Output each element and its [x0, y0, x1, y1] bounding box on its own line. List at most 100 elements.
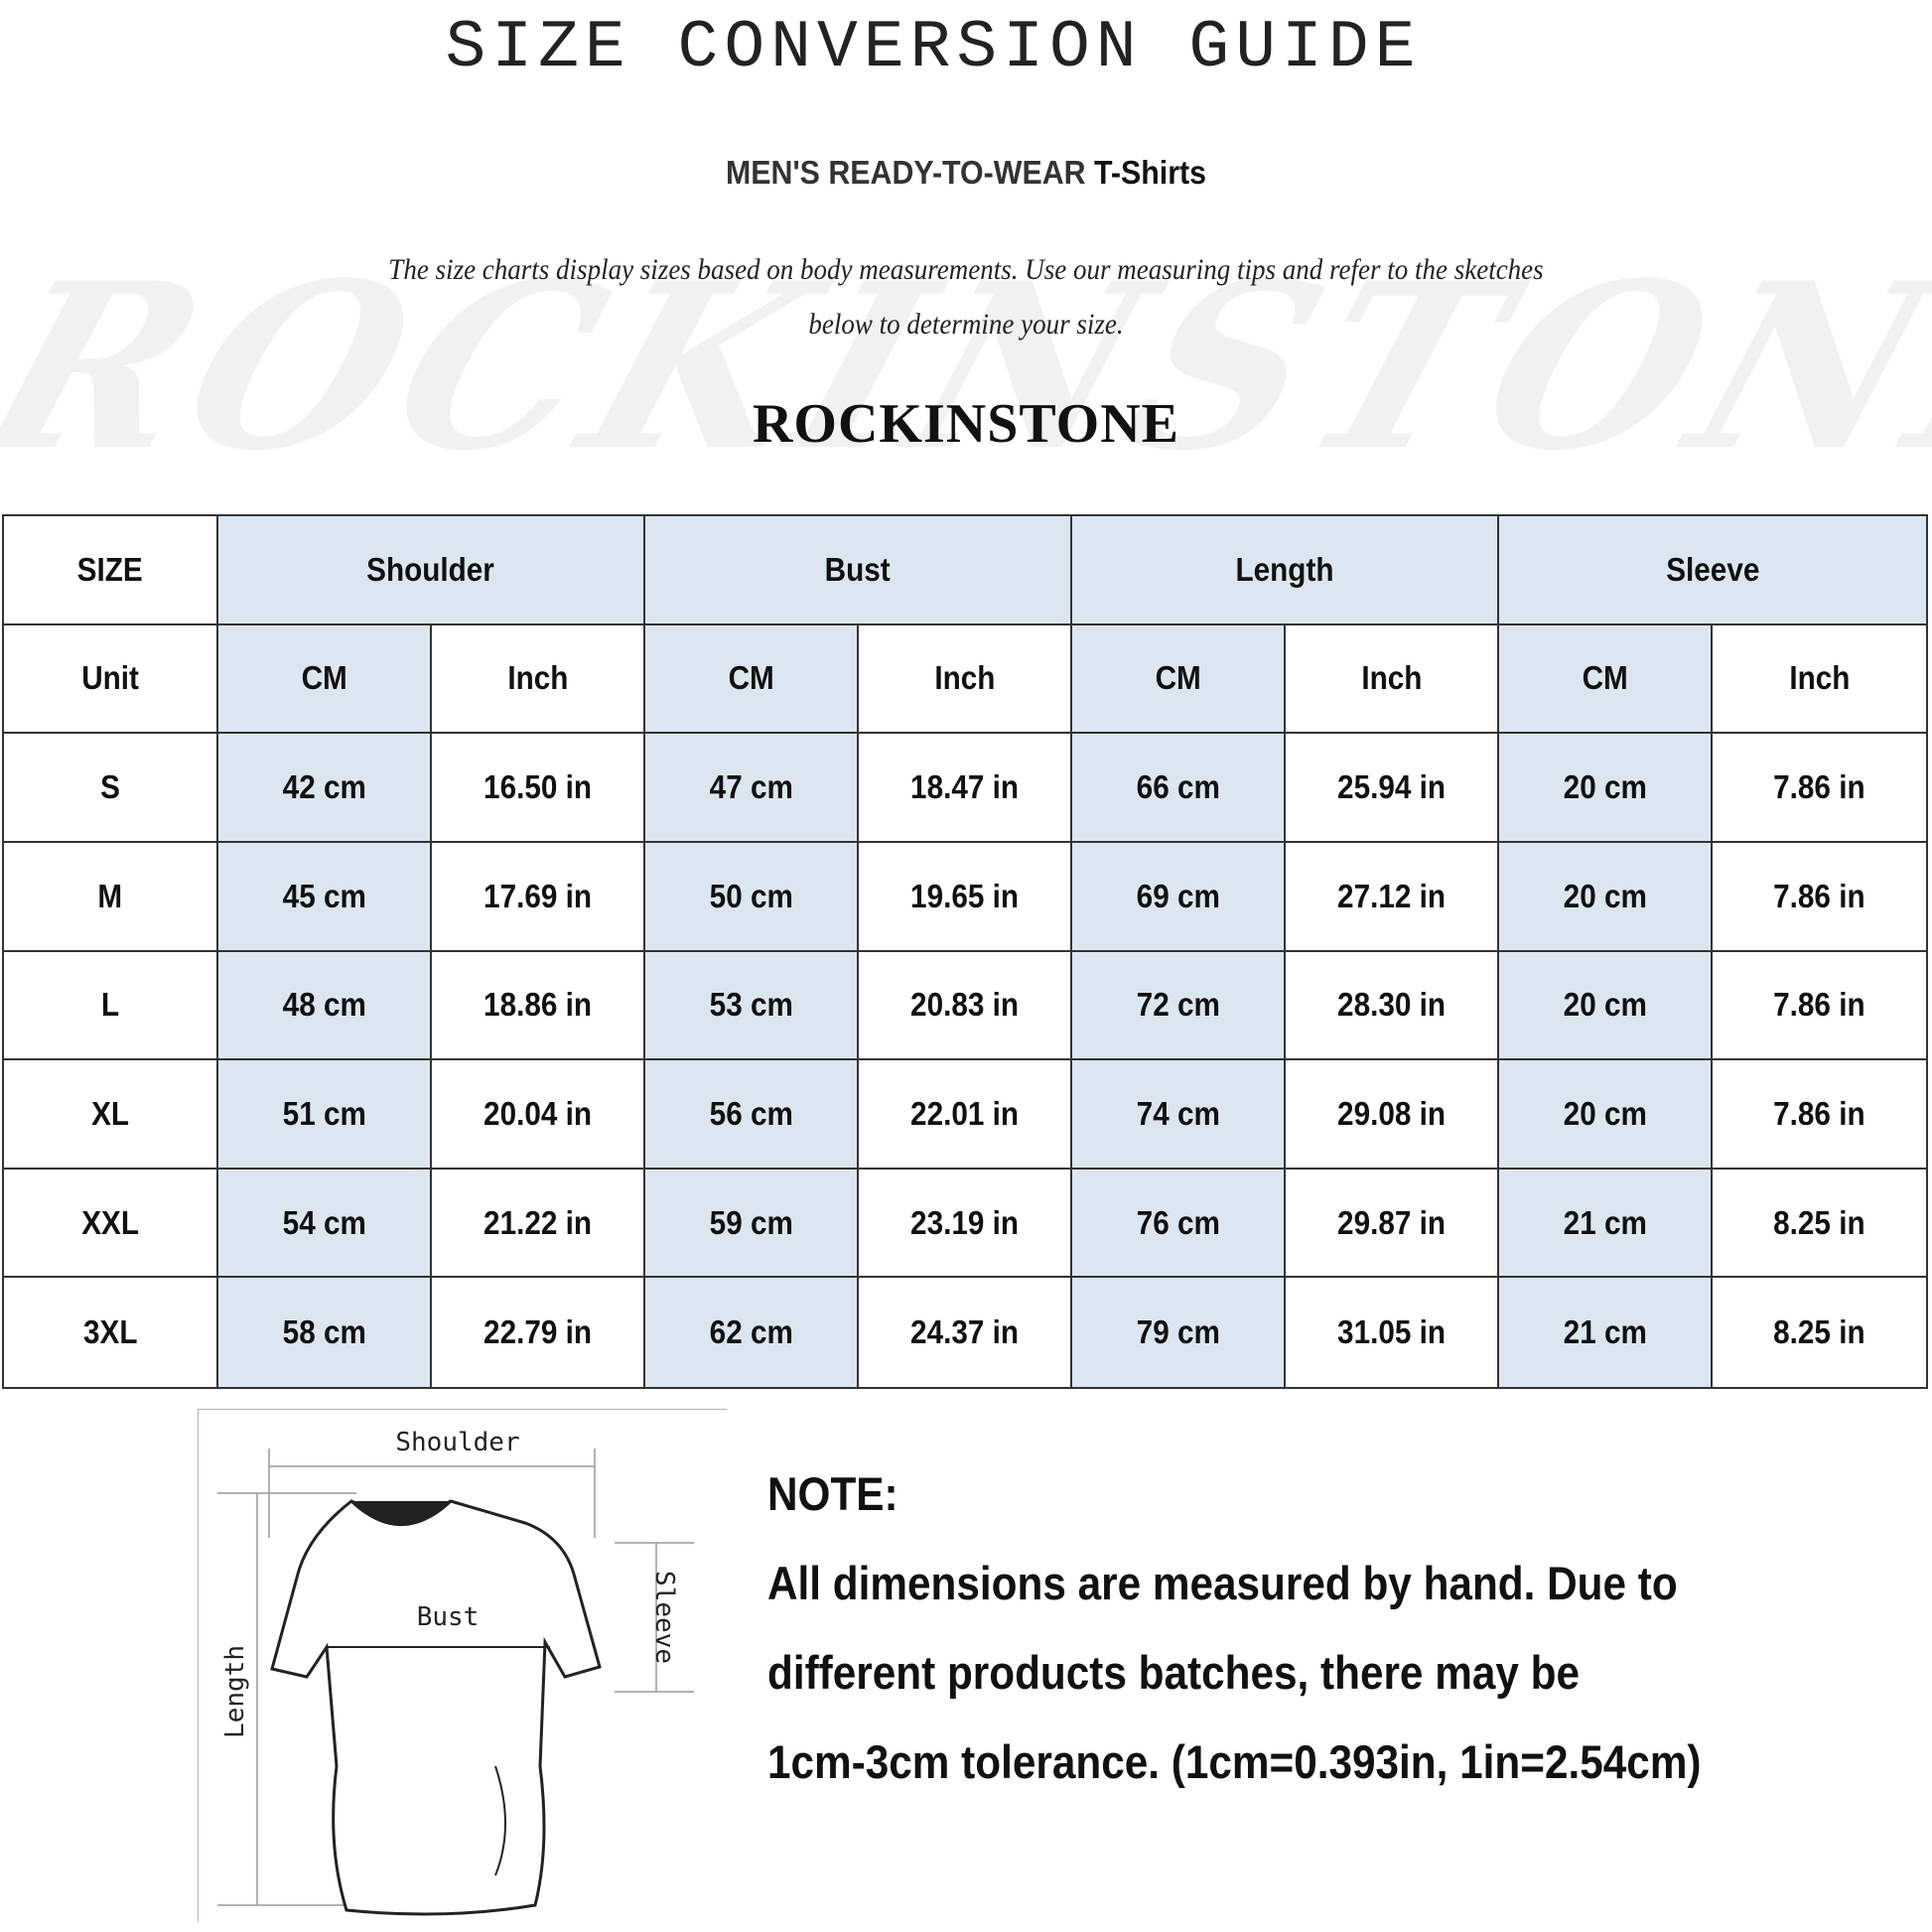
value-cell: 21 cm [1499, 1169, 1713, 1279]
value-cell-text: 20 cm [1563, 877, 1647, 914]
size-cell-text: 3XL [82, 1313, 138, 1351]
bust-label: Bust [417, 1602, 480, 1632]
value-cell-text: 24.37 in [910, 1313, 1019, 1351]
value-cell: 7.86 in [1713, 842, 1926, 952]
value-cell-text: 51 cm [282, 1094, 366, 1132]
value-cell: 20.04 in [432, 1060, 645, 1170]
intro-text-line2: below to determine your size. [808, 308, 1124, 341]
value-cell-text: 56 cm [709, 1094, 793, 1132]
value-cell-text: 17.69 in [483, 877, 592, 914]
value-cell-text: 20 cm [1563, 768, 1647, 806]
subtitle-product: T-Shirts [1093, 154, 1207, 191]
value-cell: 22.79 in [432, 1278, 645, 1387]
value-cell-text: 45 cm [282, 877, 366, 914]
header-group: Shoulder [218, 516, 645, 625]
value-cell: 69 cm [1072, 842, 1286, 952]
value-cell: 58 cm [218, 1278, 432, 1387]
value-cell-text: 19.65 in [910, 877, 1019, 914]
size-cell-text: S [100, 768, 120, 806]
value-cell: 42 cm [218, 734, 432, 843]
value-cell: 47 cm [645, 734, 859, 843]
value-cell: 48 cm [218, 951, 432, 1061]
value-cell: 53 cm [645, 951, 859, 1061]
value-cell-text: 58 cm [282, 1313, 366, 1351]
value-cell-text: 54 cm [282, 1203, 366, 1241]
size-cell: L [4, 951, 218, 1061]
value-cell: 18.47 in [859, 734, 1072, 843]
header-unit-cell-text: CM [1582, 659, 1628, 697]
header-group-text: Sleeve [1665, 550, 1760, 588]
value-cell-text: 31.05 in [1337, 1313, 1446, 1351]
header-group: Sleeve [1499, 516, 1926, 625]
value-cell-text: 72 cm [1136, 986, 1220, 1024]
size-cell: XXL [4, 1169, 218, 1279]
length-label: Length [220, 1645, 250, 1738]
header-group-text: Shoulder [366, 550, 495, 588]
value-cell-text: 18.86 in [483, 986, 592, 1024]
value-cell: 56 cm [645, 1060, 859, 1170]
header-unit-cell: Inch [859, 624, 1072, 735]
value-cell-text: 7.86 in [1773, 877, 1865, 914]
value-cell-text: 28.30 in [1337, 986, 1446, 1024]
tshirt-measurement-sketch: Shoulder Bust Sleeve Length [198, 1409, 727, 1922]
value-cell: 22.01 in [859, 1060, 1072, 1170]
note-line: different products batches, there may be [767, 1646, 1581, 1699]
intro-text-line1: The size charts display sizes based on b… [388, 253, 1544, 286]
value-cell-text: 74 cm [1136, 1094, 1220, 1132]
value-cell-text: 22.79 in [483, 1313, 592, 1351]
size-cell-text: XXL [81, 1203, 139, 1241]
value-cell-text: 29.08 in [1337, 1094, 1446, 1132]
value-cell: 7.86 in [1713, 734, 1926, 843]
value-cell-text: 27.12 in [1337, 877, 1446, 914]
value-cell: 29.87 in [1286, 1169, 1499, 1279]
subtitle-main: MEN'S READY-TO-WEAR [725, 154, 1086, 191]
value-cell: 21 cm [1499, 1278, 1713, 1387]
value-cell: 24.37 in [859, 1278, 1072, 1387]
value-cell-text: 8.25 in [1773, 1313, 1865, 1351]
header-unit-cell: CM [1072, 624, 1286, 735]
value-cell: 76 cm [1072, 1169, 1286, 1279]
value-cell-text: 20.04 in [483, 1094, 592, 1132]
value-cell-text: 21 cm [1563, 1203, 1647, 1241]
size-cell: S [4, 734, 218, 843]
value-cell-text: 18.47 in [910, 768, 1019, 806]
value-cell-text: 69 cm [1136, 877, 1220, 914]
header-unit-cell: CM [645, 624, 859, 735]
value-cell: 25.94 in [1286, 734, 1499, 843]
value-cell: 17.69 in [432, 842, 645, 952]
value-cell-text: 16.50 in [483, 768, 592, 806]
size-cell: M [4, 842, 218, 952]
value-cell: 62 cm [645, 1278, 859, 1387]
value-cell: 7.86 in [1713, 1060, 1926, 1170]
value-cell-text: 23.19 in [910, 1203, 1019, 1241]
size-cell-text: XL [91, 1094, 129, 1132]
note-line: 1cm-3cm tolerance. (1cm=0.393in, 1in=2.5… [767, 1735, 1702, 1788]
value-cell-text: 7.86 in [1773, 986, 1865, 1024]
value-cell: 21.22 in [432, 1169, 645, 1279]
value-cell: 50 cm [645, 842, 859, 952]
value-cell: 20.83 in [859, 951, 1072, 1061]
value-cell-text: 20 cm [1563, 986, 1647, 1024]
size-cell: XL [4, 1060, 218, 1170]
value-cell: 8.25 in [1713, 1278, 1926, 1387]
guide-lines [198, 1409, 727, 1922]
header-unit-cell-text: Inch [1788, 659, 1851, 697]
value-cell-text: 79 cm [1136, 1313, 1220, 1351]
header-group: Length [1072, 516, 1499, 625]
value-cell-text: 50 cm [709, 877, 793, 914]
value-cell-text: 42 cm [282, 768, 366, 806]
value-cell: 79 cm [1072, 1278, 1286, 1387]
header-group: Bust [645, 516, 1072, 625]
value-cell: 8.25 in [1713, 1169, 1926, 1279]
note-heading: NOTE: [767, 1467, 898, 1520]
header-unit-cell-text: Inch [1360, 659, 1423, 697]
size-cell: 3XL [4, 1278, 218, 1387]
header-unit-cell: Inch [1713, 624, 1926, 735]
header-unit-text: Unit [81, 659, 139, 697]
value-cell: 20 cm [1499, 734, 1713, 843]
value-cell-text: 20 cm [1563, 1094, 1647, 1132]
value-cell: 54 cm [218, 1169, 432, 1279]
value-cell: 66 cm [1072, 734, 1286, 843]
value-cell-text: 47 cm [709, 768, 793, 806]
value-cell: 20 cm [1499, 842, 1713, 952]
